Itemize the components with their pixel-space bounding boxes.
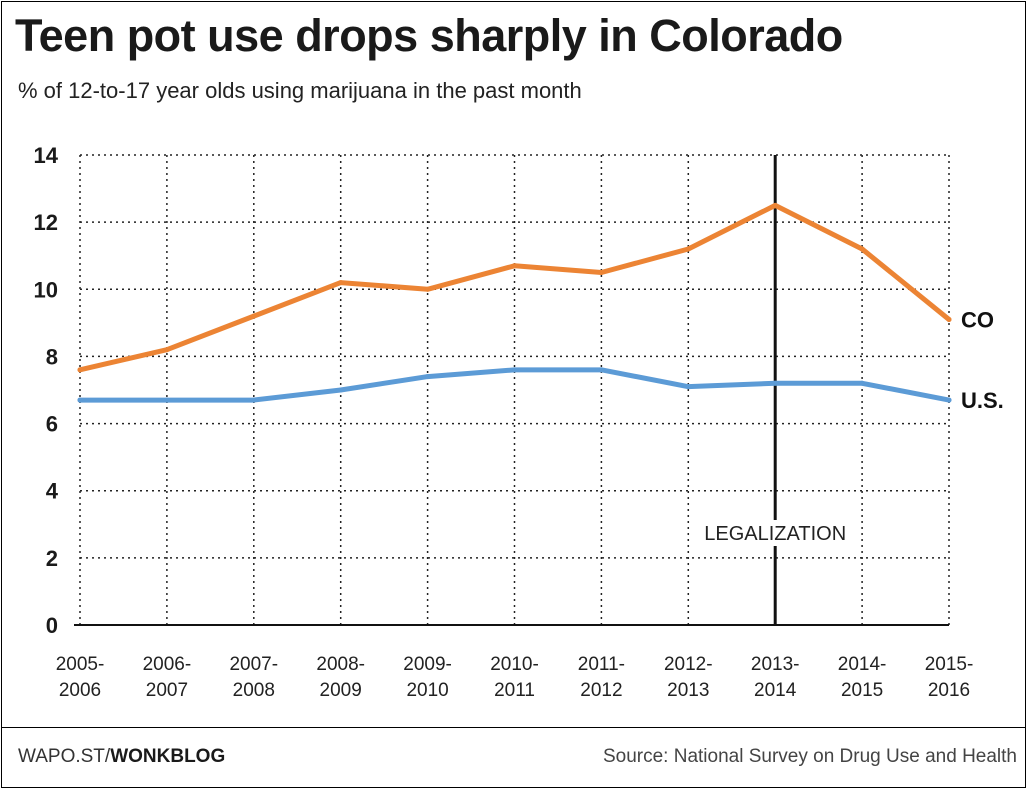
chart-title: Teen pot use drops sharply in Colorado xyxy=(15,10,843,61)
x-tick-label: 2011-2012 xyxy=(578,654,625,701)
y-tick-label: 14 xyxy=(34,143,59,168)
data-point xyxy=(859,380,865,386)
data-point xyxy=(164,347,170,353)
data-point xyxy=(164,397,170,403)
x-tick-label: 2013-2014 xyxy=(751,654,800,701)
x-tick-label: 2005-2006 xyxy=(56,654,105,701)
x-tick-label: 2010-2011 xyxy=(490,654,539,701)
y-tick-label: 12 xyxy=(34,210,58,235)
series-end-label: U.S. xyxy=(961,388,1004,413)
y-tick-label: 10 xyxy=(34,277,58,302)
data-point xyxy=(251,397,257,403)
footer-site-brand: WONKBLOG xyxy=(110,746,226,767)
data-point xyxy=(338,280,344,286)
data-point xyxy=(685,384,691,390)
footer-divider xyxy=(2,727,1025,728)
x-tick-label: 2007-2008 xyxy=(229,654,278,701)
footer-site-prefix: WAPO.ST/ xyxy=(18,746,111,767)
x-tick-label: 2009-2010 xyxy=(403,654,452,701)
footer-credit: WAPO.ST/WONKBLOG xyxy=(18,746,225,768)
data-point xyxy=(946,397,952,403)
x-tick-label: 2014-2015 xyxy=(838,654,887,701)
data-point xyxy=(77,397,83,403)
data-point xyxy=(598,367,604,373)
chart-subtitle: % of 12-to-17 year olds using marijuana … xyxy=(18,78,582,103)
y-tick-label: 0 xyxy=(46,613,58,638)
y-tick-label: 2 xyxy=(46,546,58,571)
data-point xyxy=(859,246,865,252)
line-chart: 0 2 4 6 8 10 12 14 2005-2006 2006-2007 2007-2008 20… xyxy=(34,143,1004,701)
y-tick-label: 4 xyxy=(46,479,59,504)
data-point xyxy=(772,380,778,386)
data-point xyxy=(598,270,604,275)
x-tick-label: 2012-2013 xyxy=(664,654,713,701)
data-point xyxy=(946,317,952,322)
data-point xyxy=(77,367,83,373)
legalization-annotation-background xyxy=(700,520,851,546)
data-point xyxy=(512,367,517,373)
x-tick-label: 2006-2007 xyxy=(143,654,192,701)
series-end-label: CO xyxy=(961,308,994,333)
legalization-annotation: LEGALIZATION xyxy=(704,523,846,545)
y-tick-label: 8 xyxy=(46,344,58,369)
data-point xyxy=(512,263,517,269)
data-point xyxy=(685,246,691,252)
data-point xyxy=(251,313,257,319)
x-tick-label: 2015-2016 xyxy=(925,654,974,701)
data-point xyxy=(338,387,344,393)
x-tick-label: 2008-2009 xyxy=(316,654,365,701)
data-point xyxy=(425,374,431,380)
data-point xyxy=(425,286,431,292)
data-point xyxy=(772,202,778,208)
footer-source: Source: National Survey on Drug Use and … xyxy=(602,746,1017,767)
y-tick-label: 6 xyxy=(46,412,58,437)
